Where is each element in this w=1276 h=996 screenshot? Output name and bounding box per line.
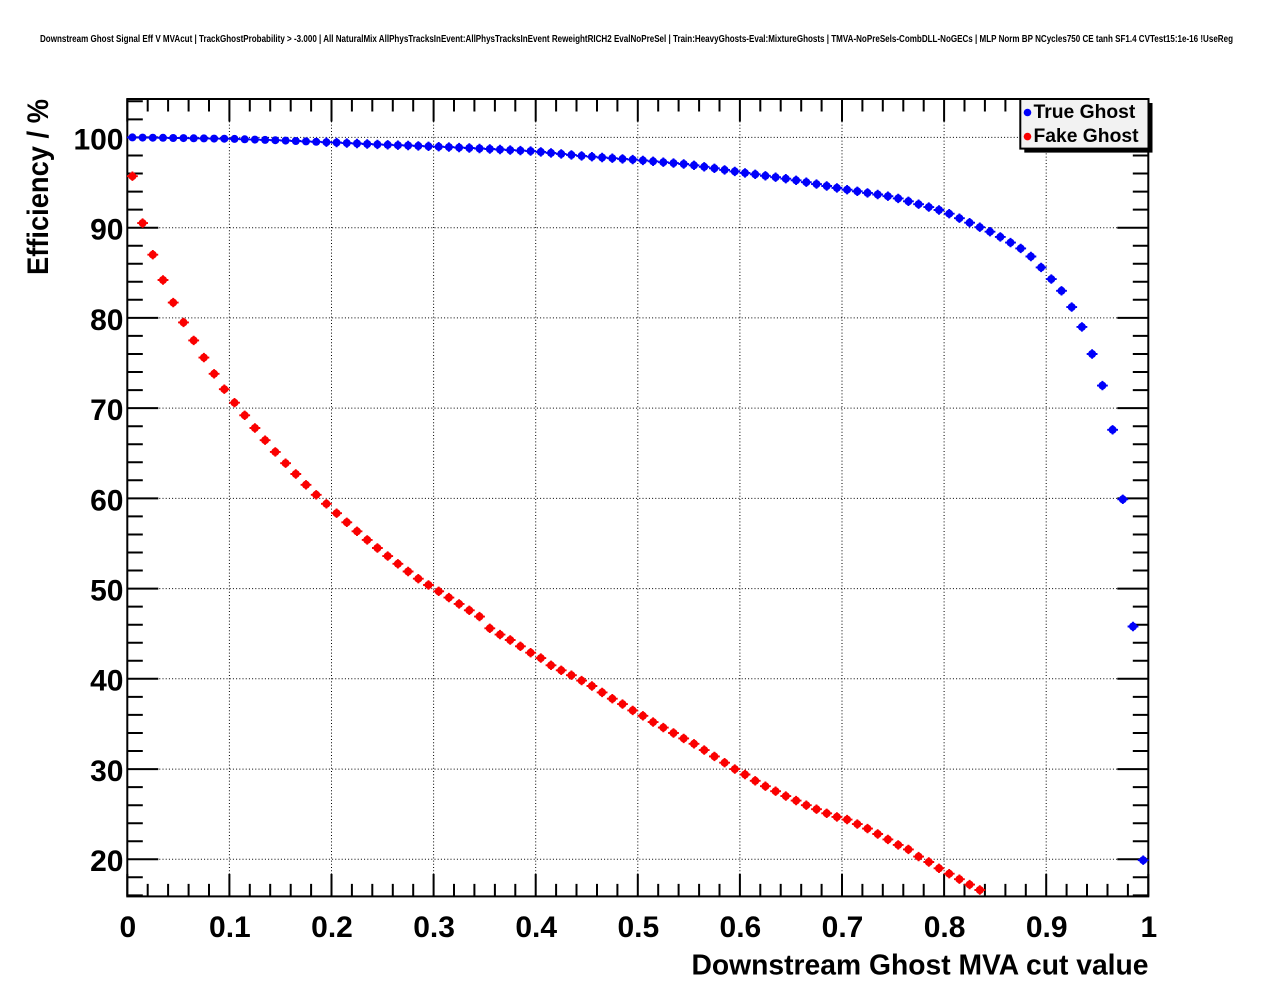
svg-text:0: 0 xyxy=(119,911,136,944)
svg-text:1: 1 xyxy=(1140,911,1157,944)
svg-text:0.4: 0.4 xyxy=(515,911,557,944)
svg-text:50: 50 xyxy=(90,575,123,608)
svg-text:Downstream Ghost Signal Eff V: Downstream Ghost Signal Eff V MVAcut | T… xyxy=(40,34,1233,45)
svg-text:0.9: 0.9 xyxy=(1026,911,1068,944)
svg-text:0.3: 0.3 xyxy=(413,911,455,944)
svg-text:0.8: 0.8 xyxy=(924,911,966,944)
svg-text:Fake Ghost: Fake Ghost xyxy=(1034,126,1140,147)
svg-text:0.1: 0.1 xyxy=(209,911,251,944)
svg-text:True Ghost: True Ghost xyxy=(1034,102,1136,123)
svg-text:20: 20 xyxy=(90,845,123,878)
svg-text:0.7: 0.7 xyxy=(822,911,864,944)
svg-text:60: 60 xyxy=(90,484,123,517)
svg-text:0.2: 0.2 xyxy=(311,911,353,944)
svg-text:0.6: 0.6 xyxy=(720,911,762,944)
svg-text:70: 70 xyxy=(90,394,123,427)
svg-text:80: 80 xyxy=(90,304,123,337)
svg-text:Efficiency / %: Efficiency / % xyxy=(22,99,55,275)
svg-text:40: 40 xyxy=(90,665,123,698)
svg-text:90: 90 xyxy=(90,214,123,247)
svg-text:100: 100 xyxy=(73,123,123,156)
svg-text:30: 30 xyxy=(90,755,123,788)
svg-text:Downstream Ghost MVA cut value: Downstream Ghost MVA cut value xyxy=(692,950,1149,982)
svg-text:0.5: 0.5 xyxy=(617,911,659,944)
